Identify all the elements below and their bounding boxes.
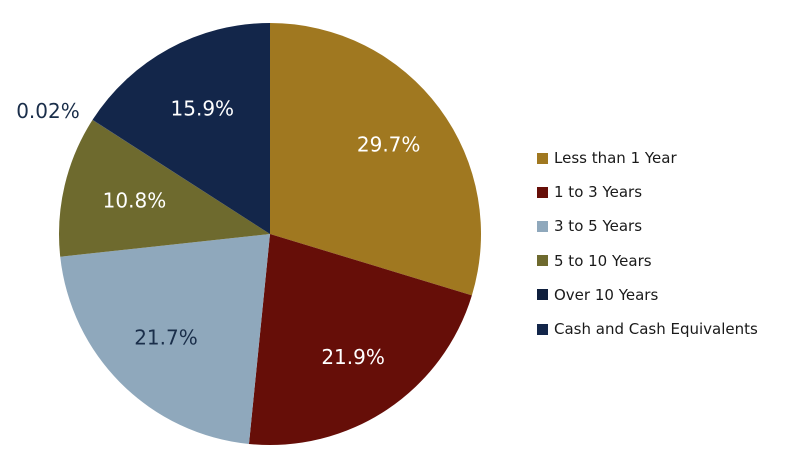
- legend-swatch: [537, 255, 548, 267]
- legend-label: Over 10 Years: [554, 285, 659, 304]
- legend-item: 5 to 10 Years: [537, 244, 758, 278]
- legend-label: 5 to 10 Years: [554, 251, 652, 270]
- slice-value-label: 10.8%: [103, 189, 167, 213]
- slice-value-label: 0.02%: [16, 99, 80, 123]
- slice-value-label: 29.7%: [357, 133, 421, 157]
- legend-swatch: [537, 289, 548, 301]
- legend: Less than 1 Year 1 to 3 Years 3 to 5 Yea…: [537, 141, 758, 346]
- legend-item: 3 to 5 Years: [537, 209, 758, 243]
- legend-label: Cash and Cash Equivalents: [554, 320, 758, 339]
- pie-slice-5-to-10-years: [58, 120, 270, 257]
- pie-slice-over-10-years: [92, 119, 270, 234]
- pie-slices: [58, 23, 481, 445]
- legend-swatch: [537, 323, 548, 335]
- legend-label: 3 to 5 Years: [554, 217, 643, 236]
- slice-value-label: 21.9%: [321, 345, 385, 369]
- pie-slice-1-to-3-years: [248, 234, 472, 445]
- slice-value-label: 15.9%: [171, 96, 235, 120]
- legend-item: Cash and Cash Equivalents: [537, 312, 758, 346]
- legend-item: Over 10 Years: [537, 278, 758, 312]
- pie-slice-cash-and-cash-equivalents: [92, 23, 271, 234]
- legend-item: 1 to 3 Years: [537, 175, 758, 209]
- pie-data-labels: 29.7% 21.9% 21.7% 10.8% 0.02% 15.9%: [16, 96, 420, 369]
- pie-slice-3-to-5-years: [60, 234, 270, 444]
- legend-label: 1 to 3 Years: [554, 183, 643, 202]
- legend-swatch: [537, 220, 548, 232]
- legend-swatch: [537, 152, 548, 164]
- legend-label: Less than 1 Year: [554, 149, 677, 168]
- legend-swatch: [537, 186, 548, 198]
- legend-item: Less than 1 Year: [537, 141, 758, 175]
- pie-slice-less-than-1-year: [270, 23, 481, 296]
- slice-value-label: 21.7%: [134, 325, 198, 349]
